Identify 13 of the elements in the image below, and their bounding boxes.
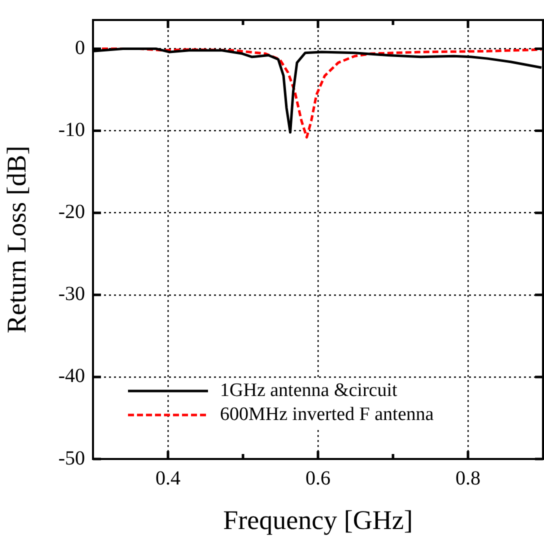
y-tick-label: -30 [58, 283, 85, 306]
y-tick-label: -10 [58, 119, 85, 142]
legend-label: 1GHz antenna &circuit [220, 380, 398, 401]
x-tick-label: 0.4 [156, 467, 180, 490]
x-tick-label: 0.8 [456, 467, 480, 490]
y-axis-title: Return Loss [dB] [1, 146, 32, 334]
x-tick-label: 0.6 [306, 467, 330, 490]
y-tick-label: -40 [58, 365, 85, 388]
y-tick-label: -50 [58, 447, 85, 470]
y-tick-label: -20 [58, 201, 85, 224]
legend-label: 600MHz inverted F antenna [220, 404, 434, 425]
x-axis-title: Frequency [GHz] [223, 504, 413, 535]
y-tick-label: 0 [75, 36, 85, 59]
